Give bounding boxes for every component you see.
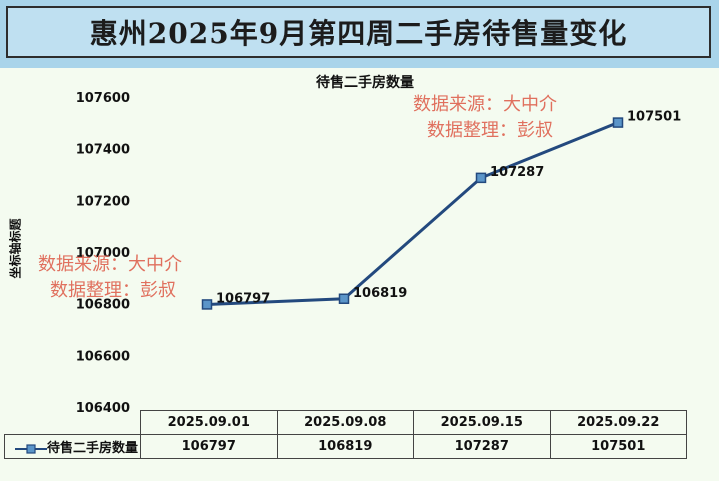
data-table-date: 2025.09.01	[140, 410, 278, 435]
watermark-source: 数据来源：大中介	[38, 254, 182, 275]
watermark-editor: 数据整理：彭叔	[50, 280, 176, 301]
watermark-source: 数据来源：大中介	[413, 94, 557, 115]
data-table-date: 2025.09.15	[413, 410, 551, 435]
data-label: 107501	[627, 110, 681, 125]
data-point	[201, 299, 213, 310]
data-point	[338, 293, 350, 305]
data-table-value: 106797	[140, 434, 278, 459]
data-table: 2025.09.01 2025.09.08 2025.09.15 2025.09…	[4, 410, 687, 459]
data-point	[612, 117, 624, 128]
legend-label: 待售二手房数量	[47, 441, 139, 456]
legend-line-marker-icon	[15, 443, 47, 454]
data-table-corner	[5, 411, 141, 435]
data-table-date: 2025.09.22	[549, 410, 687, 435]
y-tick-label: 107200	[76, 194, 130, 209]
watermark-editor: 数据整理：彭叔	[427, 120, 553, 141]
data-table-value: 107287	[413, 434, 551, 459]
y-tick-label: 107400	[76, 143, 130, 158]
chart-title: 待售二手房数量	[316, 75, 414, 91]
data-table-value: 106819	[276, 434, 414, 459]
series-line	[206, 121, 619, 306]
y-tick-label: 106600	[76, 349, 130, 364]
watermark: 数据来源：大中介 数据整理：彭叔	[413, 92, 557, 144]
data-table-series-row: 待售二手房数量 106797 106819 107287 107501	[4, 434, 687, 459]
y-tick-label: 107000	[76, 246, 130, 261]
watermark: 数据来源：大中介 数据整理：彭叔	[38, 252, 182, 304]
legend-entry: 待售二手房数量	[4, 434, 141, 459]
data-table-date: 2025.09.08	[276, 410, 414, 435]
data-point	[475, 172, 487, 184]
y-tick-label: 107600	[76, 91, 130, 106]
y-tick-label: 106800	[76, 298, 130, 313]
data-table-value: 107501	[549, 434, 687, 459]
data-label: 107287	[490, 165, 544, 180]
page-title: 惠州2025年9月第四周二手房待售量变化	[6, 6, 711, 58]
data-table-header-row: 2025.09.01 2025.09.08 2025.09.15 2025.09…	[5, 410, 687, 435]
data-label: 106819	[353, 286, 407, 301]
data-label: 106797	[216, 291, 270, 306]
y-tick-label: 106400	[76, 401, 130, 416]
